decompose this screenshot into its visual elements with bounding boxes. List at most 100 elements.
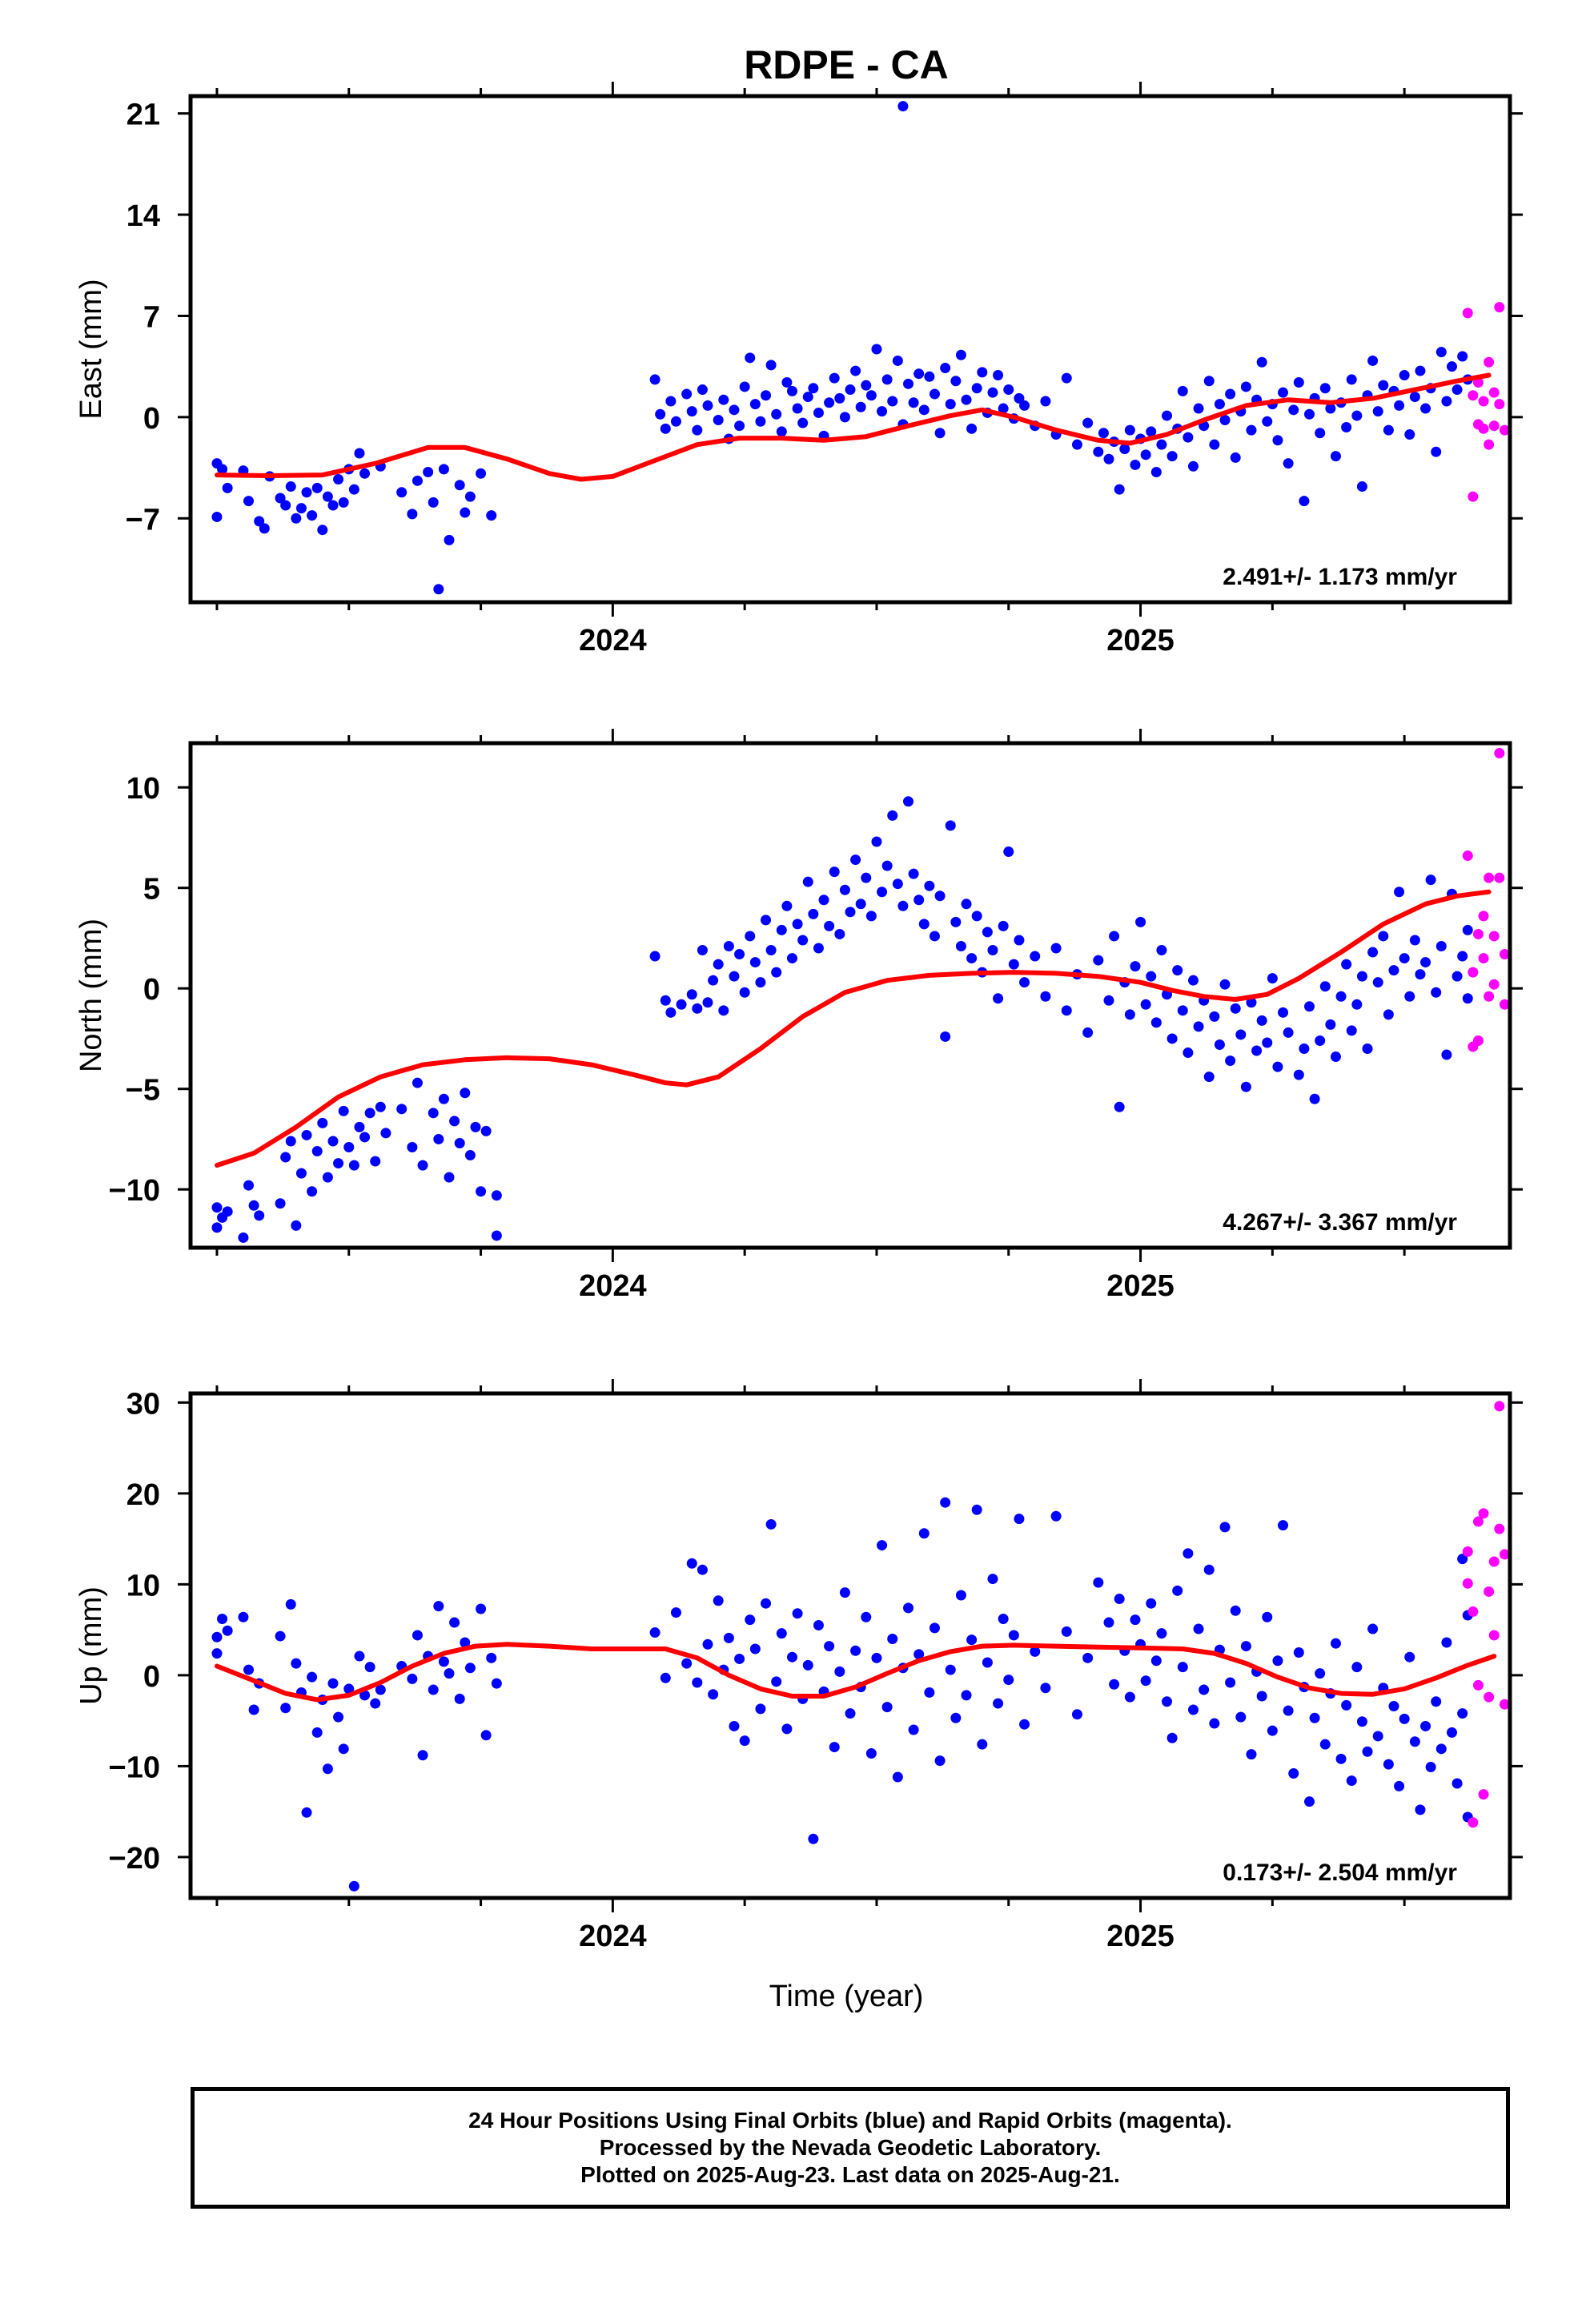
final-orbit-point [280,1152,291,1163]
final-orbit-point [1230,452,1241,463]
final-orbit-point [1309,1712,1320,1723]
final-orbit-point [1166,451,1178,462]
final-orbit-point [655,408,666,420]
final-orbit-point [998,920,1009,931]
final-orbit-point [1256,1691,1267,1702]
final-orbit-point [903,378,914,389]
rapid-orbit-point [1484,356,1495,368]
final-orbit-point [749,1643,761,1655]
final-orbit-point [1246,997,1257,1008]
final-orbit-point [1050,1510,1062,1522]
final-orbit-point [1209,1011,1220,1022]
rapid-orbit-point [1488,979,1500,990]
final-orbit-point [771,408,782,420]
final-orbit-point [1014,392,1025,404]
final-orbit-point [998,403,1009,414]
final-orbit-point [1146,971,1157,982]
final-orbit-point [343,1142,355,1153]
final-orbit-point [792,1608,803,1619]
final-orbit-point [322,491,333,502]
final-orbit-point [1356,971,1367,982]
final-orbit-point [950,1712,962,1723]
final-orbit-point [971,1504,982,1515]
final-orbit-point [887,1633,898,1644]
final-orbit-point [248,1704,259,1715]
final-orbit-point [850,854,861,866]
final-orbit-point [375,1684,386,1695]
panel-3: −20 −10 0 10 20 30 2024 2025 Up (mm) 0.173+/- 2.5… [74,1379,1523,1953]
final-orbit-point [934,891,946,902]
final-orbit-point [1093,955,1104,966]
final-orbit-point [834,1666,845,1677]
model-fit-line [215,1642,1497,1703]
final-orbit-point [1119,444,1130,455]
final-orbit-point [480,1730,492,1741]
footer-line-3: Plotted on 2025-Aug-23. Last data on 202… [580,2162,1120,2187]
final-orbit-point [275,1630,286,1642]
final-orbit-point [1203,1564,1215,1575]
final-orbit-point [845,1708,856,1719]
final-orbit-point [1109,931,1120,942]
final-orbit-point [729,971,740,982]
final-orbit-point [660,1672,671,1683]
final-orbit-point [660,423,671,434]
final-orbit-point [412,1077,423,1088]
final-orbit-point [955,349,966,360]
final-orbit-point [449,1116,460,1127]
final-orbit-point [934,1755,946,1767]
rapid-orbit-point [1478,1789,1489,1800]
final-orbit-point [259,523,270,534]
final-orbit-point [1415,969,1426,980]
y-tick-label: 7 [143,300,160,334]
final-orbit-point [1172,1585,1183,1596]
final-orbit-point [1209,439,1220,450]
panel-2: −10 −5 0 5 10 2024 2025 North (mm) 4.267+/- 3.36… [74,729,1523,1303]
final-orbit-point [971,383,982,394]
plot-frame [188,94,1512,605]
final-orbit-point [1071,439,1082,450]
final-orbit-point [1299,1043,1310,1055]
final-orbit-point [723,1632,734,1643]
final-orbit-point [686,1558,697,1569]
final-orbit-point [1267,1725,1278,1736]
final-orbit-point [1150,466,1162,477]
final-orbit-point [861,872,872,883]
final-orbit-point [311,1727,323,1738]
final-orbit-point [929,388,940,400]
final-orbit-point [322,1763,333,1775]
final-orbit-point [1383,1759,1394,1770]
rapid-orbit-point [1488,420,1500,432]
final-orbit-point [275,1198,286,1209]
final-orbit-point [708,1689,719,1700]
final-orbit-point [291,1658,302,1669]
final-orbit-point [877,887,888,898]
final-orbit-point [1235,1029,1247,1040]
final-orbit-point [892,1771,903,1783]
final-orbit-point [913,368,925,380]
final-orbit-point [1441,1637,1452,1648]
final-orbit-point [1135,916,1146,927]
final-orbit-point [317,525,328,536]
final-orbit-point [291,1220,302,1231]
final-orbit-point [1388,1700,1399,1711]
final-orbit-point [460,1637,471,1648]
final-orbit-point [486,510,497,521]
final-orbit-point [824,397,835,408]
final-orbit-point [850,1645,861,1656]
final-orbit-point [438,1093,449,1104]
y-axis-label: East (mm) [74,279,108,419]
final-orbit-point [765,360,777,371]
x-axis-label: Time (year) [769,1980,924,2013]
y-tick-label: 0 [143,1660,160,1694]
final-orbit-point [681,1658,693,1669]
final-orbit-point [1256,1015,1267,1026]
final-orbit-point [1341,422,1352,433]
final-orbit-point [1367,355,1379,366]
final-orbit-point [1061,1005,1072,1016]
final-orbit-point [918,1528,930,1539]
y-tick-label: 5 [143,873,160,907]
final-orbit-point [771,1676,782,1687]
final-orbit-point [1114,1594,1125,1605]
final-orbit-point [301,1129,312,1140]
final-orbit-point [881,860,893,871]
